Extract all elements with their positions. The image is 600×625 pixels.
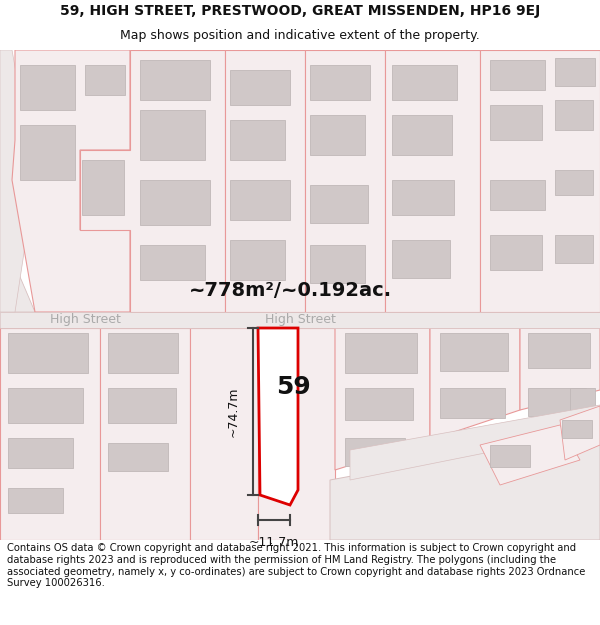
Polygon shape xyxy=(108,333,178,373)
Polygon shape xyxy=(385,50,480,312)
Polygon shape xyxy=(440,438,498,466)
Polygon shape xyxy=(262,458,290,478)
Polygon shape xyxy=(108,443,168,471)
Polygon shape xyxy=(140,110,205,160)
Polygon shape xyxy=(392,65,457,100)
Polygon shape xyxy=(480,425,580,485)
Polygon shape xyxy=(225,50,305,312)
Text: High Street: High Street xyxy=(265,314,336,326)
Polygon shape xyxy=(392,115,452,155)
Text: 59, HIGH STREET, PRESTWOOD, GREAT MISSENDEN, HP16 9EJ: 59, HIGH STREET, PRESTWOOD, GREAT MISSEN… xyxy=(60,4,540,18)
Polygon shape xyxy=(230,70,290,105)
Polygon shape xyxy=(230,120,285,160)
Polygon shape xyxy=(570,388,595,410)
Polygon shape xyxy=(0,50,35,312)
Polygon shape xyxy=(345,333,417,373)
Polygon shape xyxy=(490,235,542,270)
Polygon shape xyxy=(82,160,124,215)
Text: ~778m²/~0.192ac.: ~778m²/~0.192ac. xyxy=(188,281,392,299)
Polygon shape xyxy=(230,240,285,280)
Text: 59: 59 xyxy=(275,375,310,399)
Polygon shape xyxy=(490,105,542,140)
Polygon shape xyxy=(555,170,593,195)
Polygon shape xyxy=(8,333,88,373)
Polygon shape xyxy=(520,328,600,410)
Polygon shape xyxy=(430,328,520,440)
Polygon shape xyxy=(310,115,365,155)
Polygon shape xyxy=(258,328,298,505)
Polygon shape xyxy=(555,100,593,130)
Polygon shape xyxy=(350,405,600,480)
Polygon shape xyxy=(335,328,430,470)
Polygon shape xyxy=(440,333,508,371)
Polygon shape xyxy=(528,333,590,368)
Polygon shape xyxy=(310,65,370,100)
Polygon shape xyxy=(305,50,385,312)
Polygon shape xyxy=(140,60,210,100)
Text: ~74.7m: ~74.7m xyxy=(227,386,239,437)
Polygon shape xyxy=(392,180,454,215)
Polygon shape xyxy=(108,388,176,423)
Polygon shape xyxy=(80,50,225,312)
Polygon shape xyxy=(490,445,530,467)
Polygon shape xyxy=(8,388,83,423)
Polygon shape xyxy=(562,420,592,438)
Polygon shape xyxy=(0,328,100,540)
Polygon shape xyxy=(330,430,600,540)
Polygon shape xyxy=(20,65,75,110)
Text: High Street: High Street xyxy=(50,314,121,326)
Polygon shape xyxy=(440,388,505,418)
Polygon shape xyxy=(555,58,595,86)
Polygon shape xyxy=(345,438,405,466)
Polygon shape xyxy=(528,388,586,416)
Polygon shape xyxy=(230,180,290,220)
Polygon shape xyxy=(310,245,365,283)
Polygon shape xyxy=(0,312,600,328)
Polygon shape xyxy=(0,50,35,312)
Polygon shape xyxy=(490,180,545,210)
Text: ~11.7m: ~11.7m xyxy=(249,536,299,549)
Polygon shape xyxy=(258,328,335,540)
Polygon shape xyxy=(528,438,583,463)
Polygon shape xyxy=(8,438,73,468)
Polygon shape xyxy=(345,388,413,420)
Polygon shape xyxy=(480,50,600,312)
Polygon shape xyxy=(560,406,600,460)
Polygon shape xyxy=(310,185,368,223)
Polygon shape xyxy=(140,180,210,225)
Text: Map shows position and indicative extent of the property.: Map shows position and indicative extent… xyxy=(120,29,480,42)
Polygon shape xyxy=(490,60,545,90)
Text: Contains OS data © Crown copyright and database right 2021. This information is : Contains OS data © Crown copyright and d… xyxy=(7,544,586,588)
Polygon shape xyxy=(392,240,450,278)
Polygon shape xyxy=(190,328,258,540)
Polygon shape xyxy=(8,488,63,513)
Polygon shape xyxy=(140,245,205,280)
Polygon shape xyxy=(555,235,593,263)
Polygon shape xyxy=(100,328,190,540)
Polygon shape xyxy=(20,125,75,180)
Polygon shape xyxy=(85,65,125,95)
Polygon shape xyxy=(12,50,130,312)
